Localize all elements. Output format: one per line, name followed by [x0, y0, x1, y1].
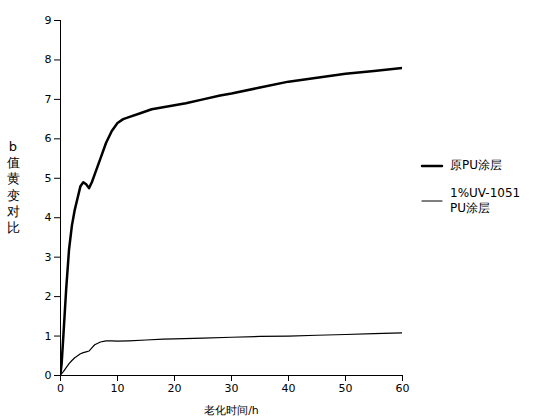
html-text:对: 对: [6, 203, 20, 219]
svg-text:10: 10: [111, 382, 125, 395]
svg-text:9: 9: [45, 14, 52, 27]
svg-text:0: 0: [57, 382, 64, 395]
svg-text:8: 8: [45, 53, 52, 66]
svg-text:40: 40: [282, 382, 296, 395]
svg-text:30: 30: [225, 382, 239, 395]
svg-text:4: 4: [45, 211, 52, 224]
svg-text:3: 3: [45, 251, 52, 264]
svg-text:0: 0: [45, 369, 52, 382]
svg-text:20: 20: [168, 382, 182, 395]
html-text:黄: 黄: [6, 171, 20, 187]
svg-text:6: 6: [45, 132, 52, 145]
html-text:值: 值: [6, 155, 20, 170]
svg-text:2: 2: [45, 290, 52, 303]
html-text:变: 变: [6, 187, 20, 203]
svg-text:1: 1: [45, 330, 52, 343]
html-text:b: b: [8, 138, 18, 154]
svg-text:60: 60: [396, 382, 410, 395]
html-text:1%UV-1051 PU涂层: 1%UV-1051 PU涂层: [450, 185, 521, 216]
svg-text:50: 50: [339, 382, 353, 395]
svg-text:7: 7: [45, 93, 52, 106]
html-text:比: 比: [6, 220, 20, 235]
svg-text:5: 5: [45, 172, 52, 185]
html-text:原PU涂层: 原PU涂层: [450, 158, 502, 173]
svg-text:老化时间/h: 老化时间/h: [204, 404, 259, 417]
